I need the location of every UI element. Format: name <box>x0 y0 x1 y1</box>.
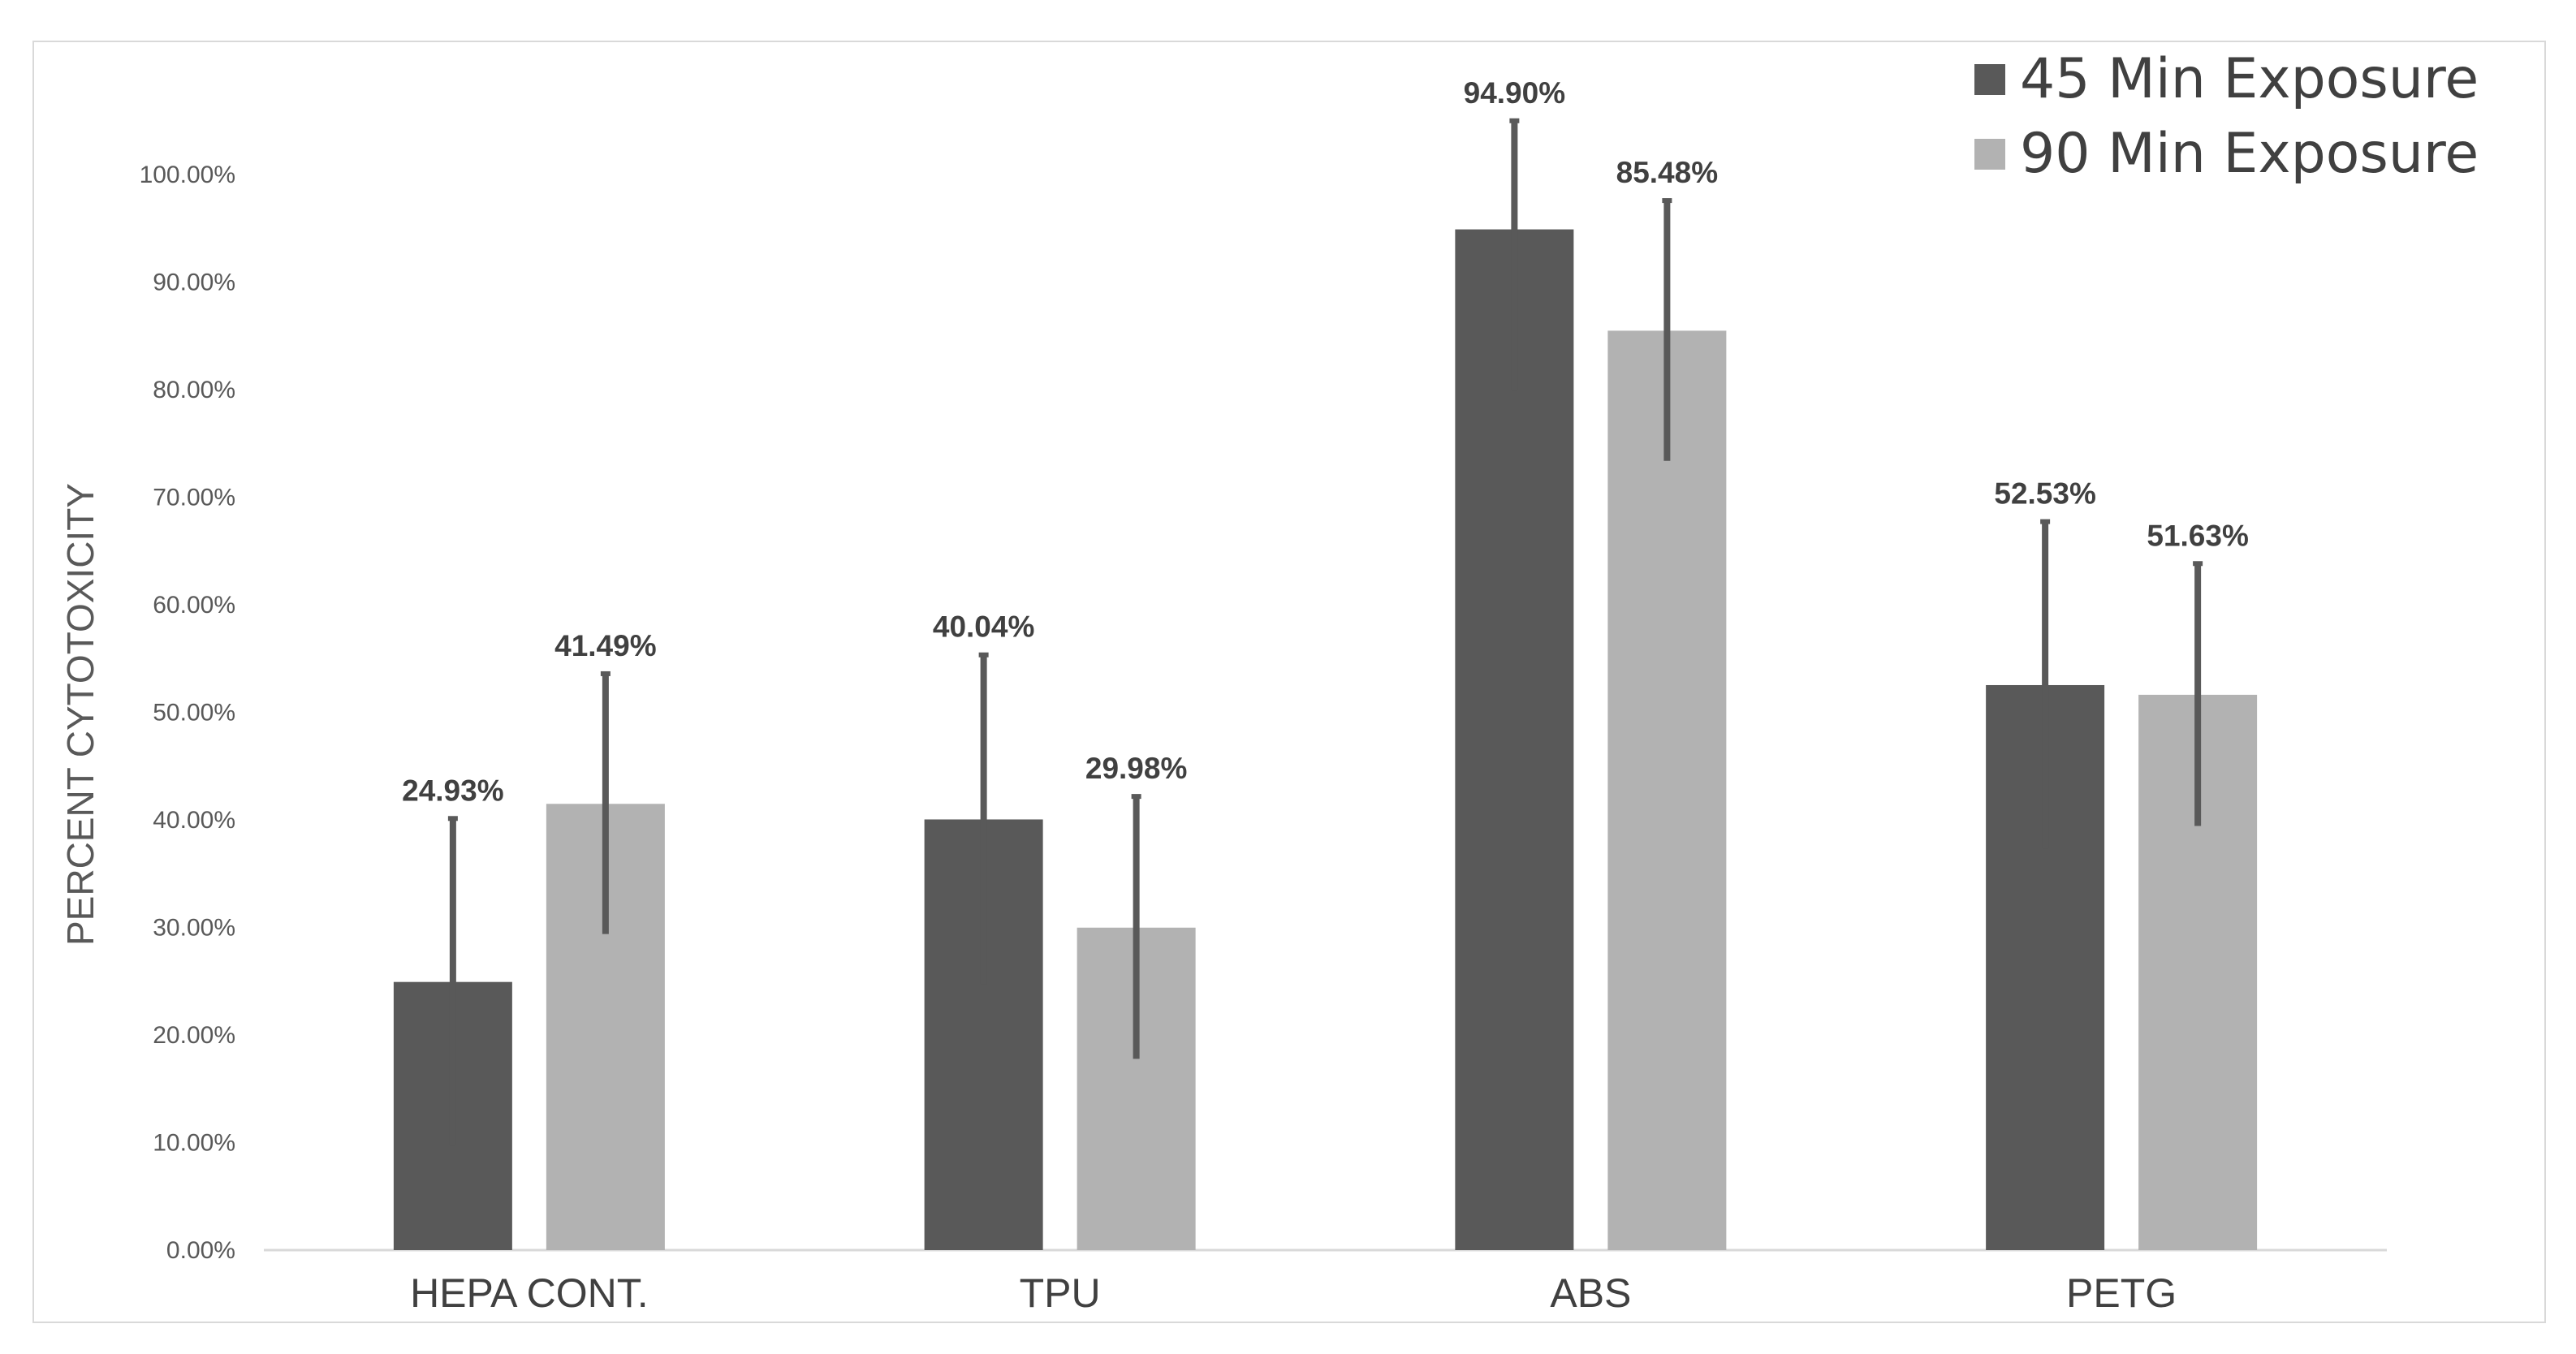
data-labels: 24.93% 41.49% 40.04% 29.98% 94.90% 85.48% 52.5… <box>402 76 2249 808</box>
y-tick-label: 40.00% <box>153 807 235 834</box>
data-label: 51.63% <box>2147 519 2249 552</box>
data-label: 41.49% <box>554 629 657 662</box>
category-label: TPU <box>1020 1270 1101 1316</box>
bar <box>1607 330 1727 1250</box>
category-label: ABS <box>1550 1270 1631 1316</box>
category-labels: HEPA CONT. TPU ABS PETG <box>410 1270 2177 1316</box>
y-tick-label: 50.00% <box>153 700 235 727</box>
y-tick-label: 100.00% <box>140 162 235 188</box>
data-label: 24.93% <box>402 774 504 807</box>
y-tick-label: 20.00% <box>153 1022 235 1049</box>
bars <box>393 229 2258 1251</box>
error-bars <box>447 118 2203 1146</box>
data-label: 85.48% <box>1616 156 1719 189</box>
legend-label: 45 Min Exposure <box>2020 47 2479 111</box>
data-label: 40.04% <box>933 610 1035 644</box>
y-tick-label: 10.00% <box>153 1130 235 1157</box>
y-tick-label: 0.00% <box>166 1237 235 1264</box>
y-tick-label: 30.00% <box>153 915 235 942</box>
y-tick-label: 70.00% <box>153 485 235 511</box>
category-label: HEPA CONT. <box>410 1270 649 1316</box>
y-tick-label: 90.00% <box>153 270 235 296</box>
y-tick-labels: 0.00% 10.00% 20.00% 30.00% 40.00% 50.00% 60.00… <box>140 162 235 1264</box>
legend-label: 90 Min Exposure <box>2020 122 2479 186</box>
legend-swatch <box>1974 139 2005 170</box>
data-label: 29.98% <box>1085 752 1188 785</box>
y-tick-label: 80.00% <box>153 377 235 403</box>
y-axis-title: PERCENT CYTOTOXICITY <box>59 483 101 946</box>
data-label: 94.90% <box>1464 76 1566 110</box>
legend: 45 Min Exposure 90 Min Exposure <box>1974 47 2479 186</box>
data-label: 52.53% <box>1994 477 2096 511</box>
bar <box>1455 229 1574 1251</box>
legend-swatch <box>1974 64 2005 95</box>
category-label: PETG <box>2066 1270 2177 1316</box>
y-tick-label: 60.00% <box>153 592 235 619</box>
